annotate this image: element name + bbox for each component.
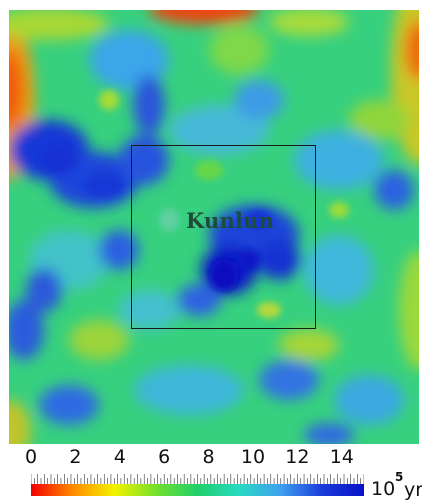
age-map: Kunlun [9,10,419,444]
unit-exponent: 5 [395,470,404,484]
colorbar-tick-label: 12 [285,446,310,468]
colorbar-tick-label: 14 [329,446,354,468]
colorbar-tick-label: 6 [158,446,171,468]
unit-suffix: yr [404,479,422,501]
unit-base: 10 [371,478,396,500]
colorbar-tick-label: 4 [113,446,126,468]
colorbar-tick-label: 2 [69,446,82,468]
colorbar-minor-ticks [31,474,364,484]
colorbar-tick-label: 0 [24,446,38,468]
colorbar: 0 2 4 6 8 10 12 14 10 5 yr [0,446,422,501]
colorbar-gradient [31,484,364,496]
colorbar-tick-label: 10 [240,446,266,468]
age-map-raster [9,10,419,444]
colorbar-tick-label: 8 [202,446,215,468]
region-label: Kunlun [186,208,275,233]
